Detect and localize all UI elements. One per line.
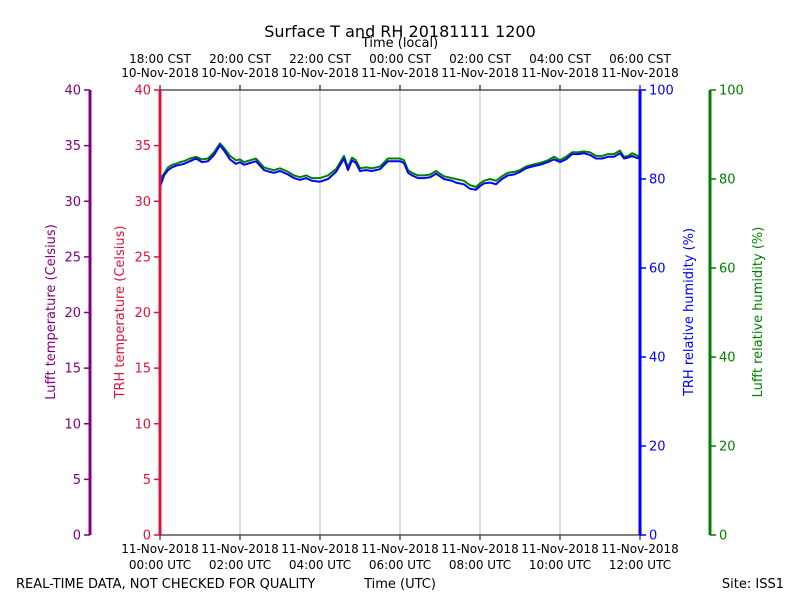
lufft-temp-tick-label: 10 <box>64 417 81 432</box>
bottom-x-tick-label: 11-Nov-2018 <box>601 542 679 556</box>
bottom-x-tick-label: 11-Nov-2018 <box>361 542 439 556</box>
trh-rh-tick-label: 100 <box>649 84 674 99</box>
bottom-x-tick-label: 02:00 UTC <box>209 558 271 572</box>
bottom-x-tick-label: 11-Nov-2018 <box>121 542 199 556</box>
top-x-tick-label: 02:00 CST <box>449 52 511 66</box>
lufft-temp-tick-label: 15 <box>64 362 81 377</box>
bottom-x-tick-label: 04:00 UTC <box>289 558 351 572</box>
trh-temp-tick-label: 0 <box>143 529 151 544</box>
bottom-x-tick-label: 00:00 UTC <box>129 558 191 572</box>
lufft-rh-tick-label: 0 <box>719 529 727 544</box>
bottom-x-tick-label: 11-Nov-2018 <box>201 542 279 556</box>
bottom-x-axis-title: Time (UTC) <box>363 577 436 592</box>
trh-rh-tick-label: 40 <box>649 351 666 366</box>
top-x-tick-label: 04:00 CST <box>529 52 591 66</box>
trh-temp-axis-label: TRH temperature (Celsius) <box>113 226 128 400</box>
trh-rh-tick-label: 60 <box>649 262 666 277</box>
trh-temp-tick-label: 10 <box>134 417 151 432</box>
bottom-x-tick-label: 08:00 UTC <box>449 558 511 572</box>
trh-temp-tick-label: 5 <box>143 473 151 488</box>
lufft-temp-tick-label: 20 <box>64 306 81 321</box>
trh-temp-tick-label: 20 <box>134 306 151 321</box>
top-x-tick-label: 10-Nov-2018 <box>121 66 199 80</box>
trh-rh-axis-label: TRH relative humidity (%) <box>682 228 697 397</box>
trh-rh-series-line <box>159 144 641 191</box>
quality-note: REAL-TIME DATA, NOT CHECKED FOR QUALITY <box>16 577 315 592</box>
top-x-tick-label: 20:00 CST <box>209 52 271 66</box>
top-x-tick-label: 00:00 CST <box>369 52 431 66</box>
chart-title: Surface T and RH 20181111 1200 <box>264 22 536 41</box>
lufft-rh-tick-label: 40 <box>719 351 736 366</box>
top-x-tick-label: 10-Nov-2018 <box>201 66 279 80</box>
site-label: Site: ISS1 <box>722 577 784 592</box>
lufft-temp-tick-label: 0 <box>73 529 81 544</box>
trh-temp-tick-label: 35 <box>134 139 151 154</box>
trh-rh-tick-label: 0 <box>649 529 657 544</box>
top-x-axis-title: Time (local) <box>361 36 438 51</box>
lufft-temp-tick-label: 35 <box>64 139 81 154</box>
lufft-temp-axis-label: Lufft temperature (Celsius) <box>44 224 59 400</box>
lufft-rh-axis-label: Lufft relative humidity (%) <box>751 227 766 398</box>
bottom-x-tick-label: 11-Nov-2018 <box>521 542 599 556</box>
lufft-temp-tick-label: 5 <box>73 473 81 488</box>
trh-rh-tick-label: 20 <box>649 440 666 455</box>
labels-group: Surface T and RH 20181111 1200 Time (loc… <box>16 22 784 592</box>
bottom-x-tick-label: 11-Nov-2018 <box>441 542 519 556</box>
top-x-tick-label: 18:00 CST <box>129 52 191 66</box>
lufft-temp-tick-label: 40 <box>64 84 81 99</box>
lufft-rh-series-line <box>159 142 641 188</box>
vertical-gridlines <box>239 90 561 535</box>
trh-temp-tick-label: 25 <box>134 250 151 265</box>
trh-temp-tick-label: 40 <box>134 84 151 99</box>
bottom-x-tick-label: 12:00 UTC <box>609 558 671 572</box>
top-x-tick-label: 10-Nov-2018 <box>281 66 359 80</box>
lufft-rh-tick-label: 100 <box>719 84 744 99</box>
series-group <box>159 142 641 191</box>
bottom-x-tick-label: 10:00 UTC <box>529 558 591 572</box>
trh-temp-tick-label: 15 <box>134 362 151 377</box>
bottom-x-tick-label: 06:00 UTC <box>369 558 431 572</box>
top-x-tick-label: 11-Nov-2018 <box>361 66 439 80</box>
trh-temp-tick-label: 30 <box>134 195 151 210</box>
lufft-rh-tick-label: 60 <box>719 262 736 277</box>
lufft-rh-tick-label: 80 <box>719 173 736 188</box>
bottom-x-tick-label: 11-Nov-2018 <box>281 542 359 556</box>
lufft-temp-tick-label: 30 <box>64 195 81 210</box>
trh-rh-tick-label: 80 <box>649 173 666 188</box>
lufft-rh-tick-label: 20 <box>719 440 736 455</box>
top-x-tick-label: 11-Nov-2018 <box>521 66 599 80</box>
top-x-tick-label: 11-Nov-2018 <box>601 66 679 80</box>
top-x-tick-label: 06:00 CST <box>609 52 671 66</box>
top-x-tick-label: 11-Nov-2018 <box>441 66 519 80</box>
top-x-tick-label: 22:00 CST <box>289 52 351 66</box>
lufft-temp-tick-label: 25 <box>64 250 81 265</box>
